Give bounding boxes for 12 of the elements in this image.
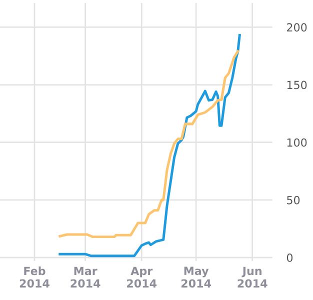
x-tick-label: Jun 2014 bbox=[238, 266, 268, 288]
line-series bbox=[58, 50, 240, 238]
x-tick-label: Apr 2014 bbox=[127, 266, 157, 288]
y-tick-label: 200 bbox=[287, 23, 307, 32]
x-tick-label: Mar 2014 bbox=[70, 266, 100, 288]
y-tick-label: 150 bbox=[287, 80, 307, 90]
line-series bbox=[58, 34, 241, 258]
y-tick-label: 50 bbox=[287, 196, 300, 204]
y-tick-label: 0 bbox=[286, 254, 293, 262]
x-tick-label: May 2014 bbox=[181, 266, 212, 288]
x-tick-label: Feb 2014 bbox=[20, 266, 50, 288]
y-tick-label: 100 bbox=[287, 138, 307, 147]
